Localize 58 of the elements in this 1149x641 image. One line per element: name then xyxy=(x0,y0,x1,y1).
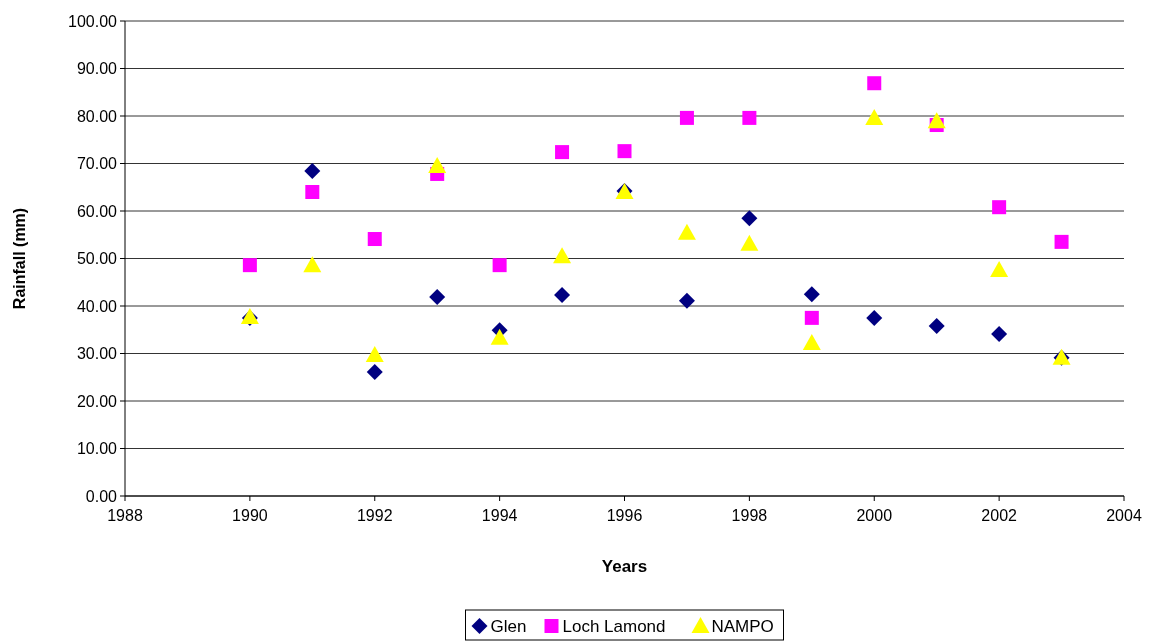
point xyxy=(803,286,820,303)
point xyxy=(366,364,383,381)
y-tick-label: 60.00 xyxy=(76,202,118,220)
point xyxy=(553,247,572,264)
point xyxy=(242,258,257,273)
point xyxy=(304,163,321,180)
x-tick-label: 2000 xyxy=(856,507,893,524)
x-tick-label: 2002 xyxy=(981,507,1018,524)
y-tick-label: 90.00 xyxy=(76,60,118,78)
x-tick-label: 1988 xyxy=(107,507,143,524)
point xyxy=(679,110,694,125)
point xyxy=(555,145,570,160)
point xyxy=(927,112,946,129)
y-axis-title: Rainfall (mm) xyxy=(11,207,28,310)
y-tick-label: 30.00 xyxy=(76,345,118,363)
point xyxy=(992,200,1007,215)
point xyxy=(554,287,571,304)
x-axis-title: Years xyxy=(601,557,648,576)
y-tick-label: 70.00 xyxy=(76,155,118,173)
x-tick-label: 1992 xyxy=(356,507,393,524)
x-tick-label: 1996 xyxy=(606,507,643,524)
point xyxy=(804,310,819,325)
point xyxy=(678,292,695,309)
y-tick-label: 100.00 xyxy=(68,12,118,30)
point xyxy=(867,76,882,91)
point xyxy=(741,210,758,227)
legend-label: Glen xyxy=(490,616,527,636)
point xyxy=(740,234,759,251)
y-tick-label: 20.00 xyxy=(76,392,118,410)
x-tick-label: 1998 xyxy=(731,507,768,524)
legend-label: Loch Lamond xyxy=(562,616,666,636)
point xyxy=(742,110,757,125)
point xyxy=(677,223,696,240)
point xyxy=(802,334,821,351)
point xyxy=(865,108,884,125)
point xyxy=(991,326,1008,343)
point xyxy=(428,156,447,173)
y-tick-label: 40.00 xyxy=(76,297,118,315)
point xyxy=(617,144,632,159)
point xyxy=(866,309,883,326)
x-tick-label: 1990 xyxy=(232,507,268,524)
point xyxy=(990,260,1009,277)
point xyxy=(429,288,446,305)
point xyxy=(928,317,945,334)
y-tick-label: 0.00 xyxy=(85,487,118,505)
point xyxy=(1054,234,1069,249)
point xyxy=(492,258,507,273)
y-tick-label: 10.00 xyxy=(76,440,118,458)
point xyxy=(303,256,322,273)
y-tick-label: 50.00 xyxy=(76,250,118,268)
x-tick-label: 1994 xyxy=(481,507,518,524)
point xyxy=(490,328,509,345)
x-tick-label: 2004 xyxy=(1106,507,1142,524)
point xyxy=(305,185,320,199)
legend-label: NAMPO xyxy=(711,616,774,636)
point xyxy=(365,345,384,362)
point xyxy=(367,232,382,247)
y-tick-label: 80.00 xyxy=(76,107,118,125)
